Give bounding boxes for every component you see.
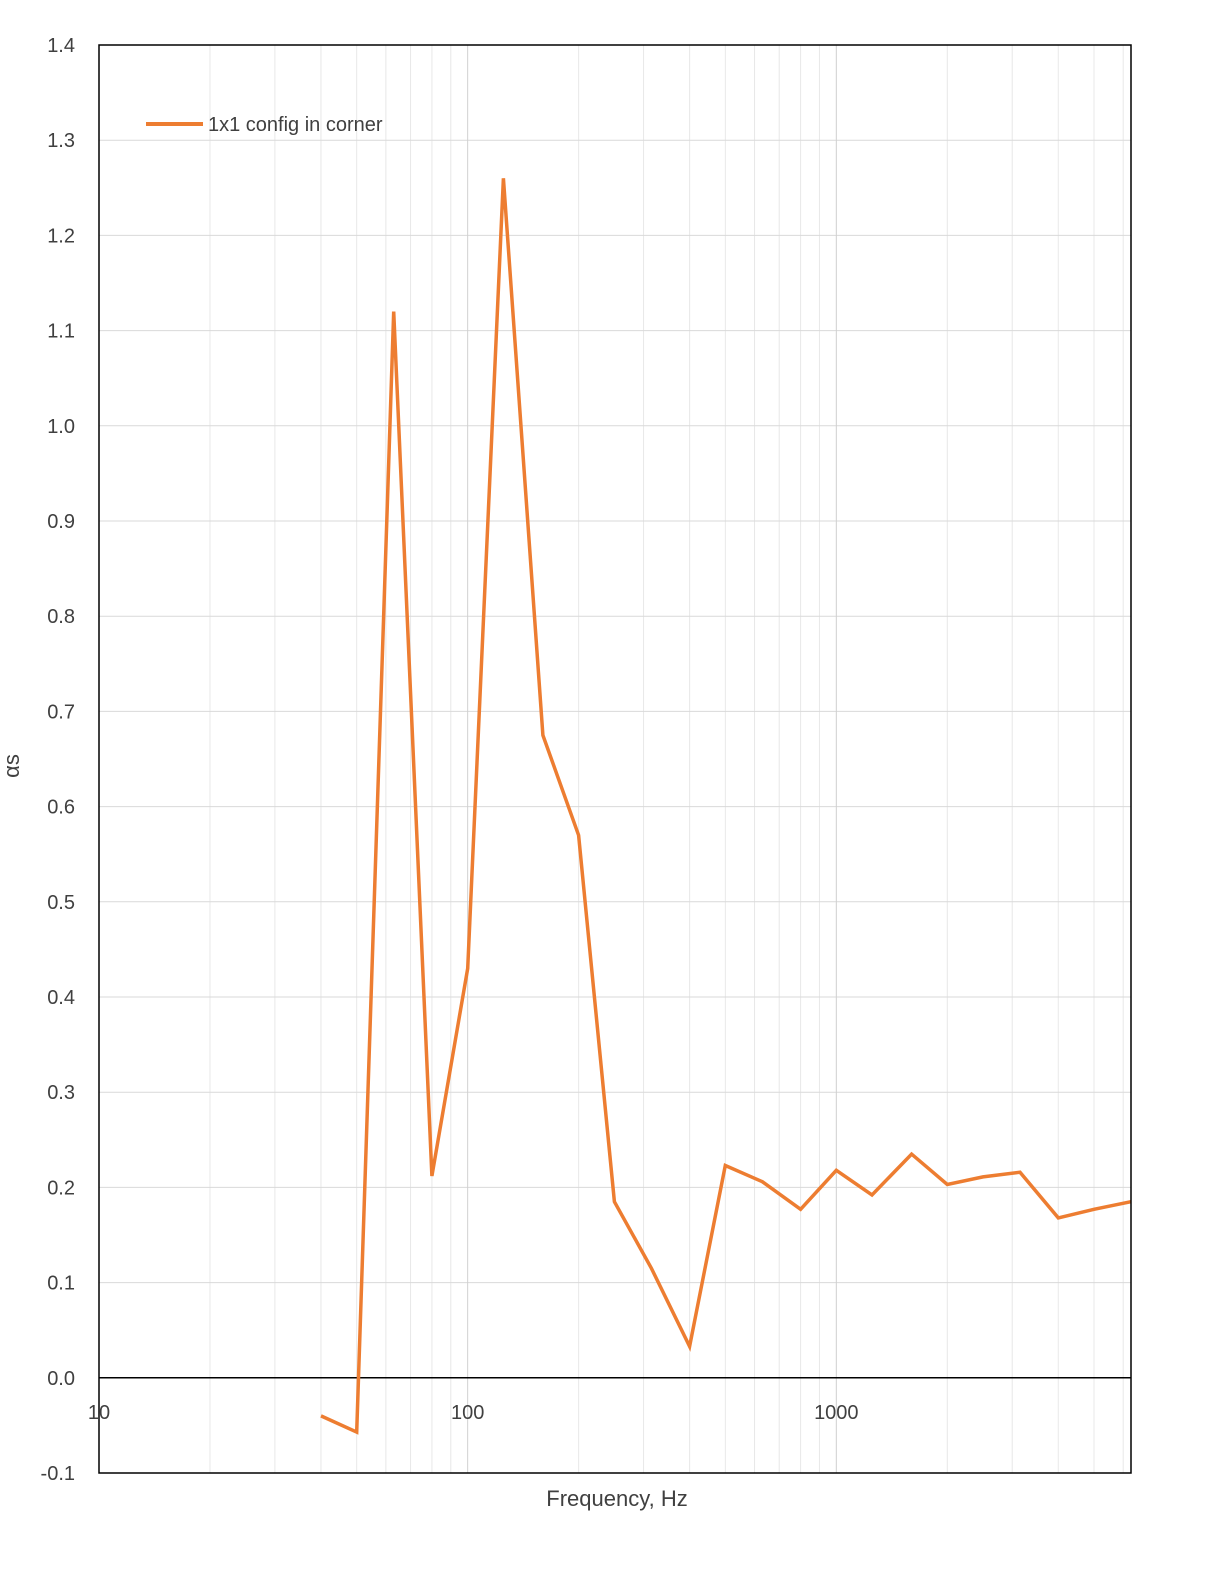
y-tick-label: 0.4 [47, 987, 75, 1009]
x-tick-label: 100 [451, 1402, 484, 1424]
x-tick-label: 10 [88, 1402, 110, 1424]
y-tick-label: 1.4 [47, 35, 75, 57]
x-tick-label: 1000 [814, 1402, 859, 1424]
y-tick-label: 0.0 [47, 1368, 75, 1390]
legend-label: 1x1 config in corner [208, 114, 383, 136]
y-tick-label: 0.5 [47, 892, 75, 914]
y-tick-label: 1.2 [47, 225, 75, 247]
y-tick-label: 1.3 [47, 130, 75, 152]
y-tick-label: 0.9 [47, 511, 75, 533]
y-axis-label: αs [0, 754, 24, 778]
y-tick-label: 1.0 [47, 416, 75, 438]
y-tick-label: 0.3 [47, 1082, 75, 1104]
y-tick-label: 0.2 [47, 1177, 75, 1199]
y-tick-label: 0.8 [47, 606, 75, 628]
y-tick-label: 0.1 [47, 1273, 75, 1295]
y-tick-label: -0.1 [41, 1463, 75, 1485]
x-axis-label: Frequency, Hz [546, 1486, 687, 1511]
y-tick-label: 0.7 [47, 701, 75, 723]
y-tick-label: 1.1 [47, 321, 75, 343]
y-tick-label: 0.6 [47, 797, 75, 819]
